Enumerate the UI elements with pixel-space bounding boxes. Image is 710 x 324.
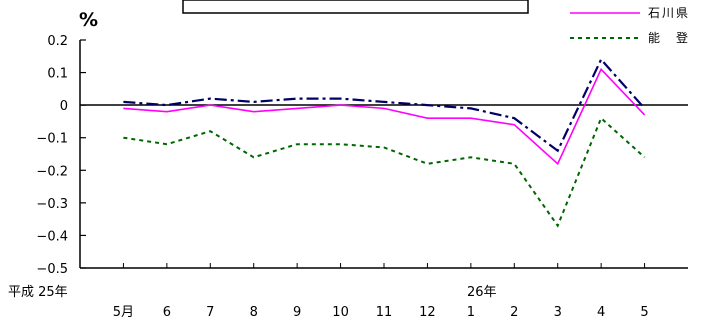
series-group xyxy=(123,57,646,228)
y-tick-label: −0.1 xyxy=(36,132,68,147)
y-tick-label: −0.5 xyxy=(36,262,68,277)
x-tick-label: 3 xyxy=(554,305,562,320)
y-tick-label: 0.2 xyxy=(47,34,68,49)
unit-label: % xyxy=(79,9,98,31)
y-tick-label: 0.1 xyxy=(47,67,68,82)
series-line-1 xyxy=(123,57,646,153)
x-tick-label: 5 xyxy=(640,305,648,320)
x-tick-label: 1 xyxy=(467,305,475,320)
x-tick-label: 4 xyxy=(597,305,605,320)
x-axis-ticks: 5月 6 7 8 9 10 11 12 1 2 3 4 5 xyxy=(113,263,649,320)
x-tick-label: 10 xyxy=(332,305,349,320)
x-tick-label: 5月 xyxy=(113,305,134,320)
series-line-0 xyxy=(123,67,646,166)
x-tick-label: 11 xyxy=(376,305,393,320)
x-tick-label: 6 xyxy=(163,305,171,320)
x-tick-label: 2 xyxy=(510,305,518,320)
legend-label-ishikawa: 石川県 xyxy=(648,6,690,20)
x-tick-label: 12 xyxy=(419,305,436,320)
x-tick-label: 9 xyxy=(293,305,301,320)
year2-label: 26年 xyxy=(467,285,497,300)
legend-label-noto: 能 登 xyxy=(648,30,690,45)
y-tick-label: −0.3 xyxy=(36,197,68,212)
x-tick-label: 8 xyxy=(250,305,258,320)
x-tick-label: 7 xyxy=(206,305,214,320)
era-year-label: 平成 25年 xyxy=(8,285,68,300)
y-axis-ticks: 0.2 0.1 0 −0.1 −0.2 −0.3 −0.4 −0.5 xyxy=(36,34,86,277)
title-box xyxy=(182,0,529,14)
y-tick-label: −0.4 xyxy=(36,229,68,244)
y-tick-label: −0.2 xyxy=(36,164,68,179)
legend: 石川県 能 登 xyxy=(570,6,690,45)
series-line-2 xyxy=(123,116,646,228)
y-tick-label: 0 xyxy=(60,99,68,114)
